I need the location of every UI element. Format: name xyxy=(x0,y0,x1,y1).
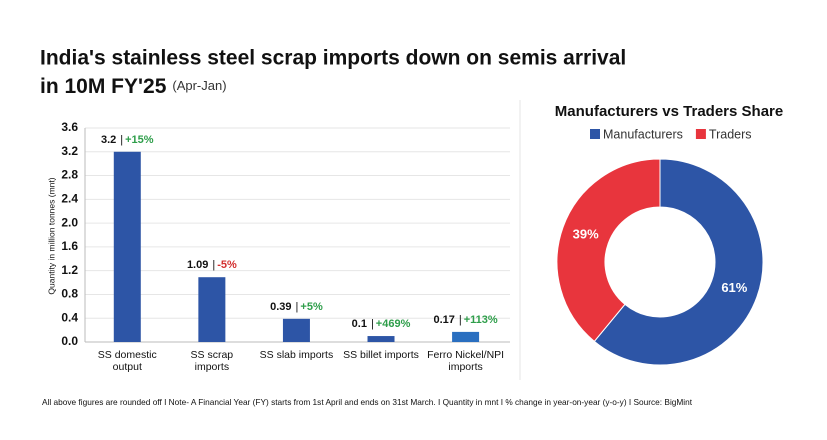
legend-swatch xyxy=(695,129,706,139)
legend-label: Traders xyxy=(709,127,752,141)
donut-title: Manufacturers vs Traders Share xyxy=(555,103,783,120)
donut-slice xyxy=(593,158,764,366)
legend-label: Manufacturers xyxy=(603,127,683,141)
separator: | xyxy=(296,301,299,313)
y-tick-label: 0.4 xyxy=(61,310,78,324)
change-label: +5% xyxy=(300,301,323,313)
y-tick-label: 0.0 xyxy=(61,334,78,348)
bar xyxy=(113,151,141,342)
bar xyxy=(367,336,395,342)
x-tick-label: SS domestic output xyxy=(98,349,157,373)
x-tick-line: imports xyxy=(448,361,482,373)
change-label: +113% xyxy=(464,314,498,326)
x-tick-line: output xyxy=(113,361,142,373)
separator: | xyxy=(459,314,462,326)
bar xyxy=(452,331,480,342)
value-label: 0.17 xyxy=(433,314,454,326)
data-label: 0.1 | +469% xyxy=(352,318,411,330)
data-label: 3.2 | +15% xyxy=(101,134,154,146)
separator: | xyxy=(212,259,215,271)
x-tick-label: Ferro Nickel/NPI imports xyxy=(427,349,504,373)
bar xyxy=(282,318,310,342)
value-label: 0.1 xyxy=(352,318,367,330)
change-label: +469% xyxy=(376,318,411,330)
y-tick-label: 2.0 xyxy=(61,215,78,229)
x-tick-line: Ferro Nickel/NPI xyxy=(427,349,504,361)
data-label: 1.09 | -5% xyxy=(187,259,237,271)
x-tick-label: SS billet imports xyxy=(343,349,419,361)
footnote: All above figures are rounded off I Note… xyxy=(42,397,693,407)
y-tick-label: 3.2 xyxy=(61,144,78,158)
title-line: India's stainless steel scrap imports do… xyxy=(40,47,626,70)
x-tick-label: SS slab imports xyxy=(260,349,334,361)
separator: | xyxy=(120,134,123,146)
change-label: +15% xyxy=(125,134,154,146)
subtitle: (Apr-Jan) xyxy=(172,78,226,93)
x-tick-line: SS domestic xyxy=(98,349,157,361)
data-label: 0.39 | +5% xyxy=(270,301,323,313)
donut-slice xyxy=(556,158,661,343)
y-tick-label: 1.2 xyxy=(61,263,78,277)
y-tick-label: 1.6 xyxy=(61,239,78,253)
slice-label: 39% xyxy=(573,227,599,242)
y-tick-label: 2.8 xyxy=(61,168,78,182)
x-tick-line: imports xyxy=(195,361,229,373)
value-label: 0.39 xyxy=(270,301,291,313)
y-tick-label: 2.4 xyxy=(61,192,78,206)
value-label: 3.2 xyxy=(101,134,116,146)
value-label: 1.09 xyxy=(187,259,208,271)
slice-label: 61% xyxy=(721,280,747,295)
data-label: 0.17 | +113% xyxy=(433,314,497,326)
y-tick-label: 0.8 xyxy=(61,287,78,301)
y-tick-label: 3.6 xyxy=(61,120,78,134)
x-tick-label: SS scrap imports xyxy=(191,349,234,373)
change-label: -5% xyxy=(217,259,237,271)
legend-swatch xyxy=(590,129,600,139)
bar xyxy=(198,277,226,342)
x-tick-line: SS scrap xyxy=(191,349,234,361)
title-line-2: in 10M FY'25 (Apr-Jan) xyxy=(40,75,227,98)
y-axis-label: Quantity in million tonnes (mnt) xyxy=(46,177,56,294)
title-line: in 10M FY'25 xyxy=(40,75,167,98)
separator: | xyxy=(371,318,374,330)
